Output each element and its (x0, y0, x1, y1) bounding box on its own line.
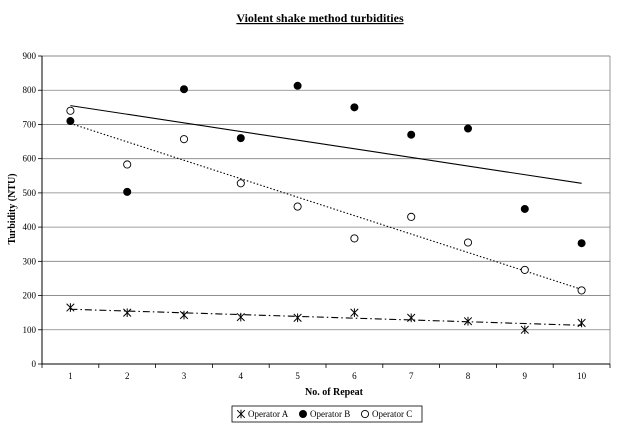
y-tick-label: 600 (23, 154, 37, 164)
data-point-operator-b (350, 103, 359, 112)
data-point-operator-a (407, 313, 416, 323)
legend-label-operator-b: Operator B (310, 409, 350, 419)
data-point-operator-c (407, 212, 416, 221)
legend-marker-operator-b (298, 409, 307, 418)
data-points (66, 81, 586, 335)
data-point-operator-a (236, 312, 245, 322)
data-point-operator-a (123, 308, 132, 317)
data-point-operator-c (293, 202, 302, 211)
data-point-operator-a (293, 313, 302, 323)
x-tick-label: 7 (409, 371, 414, 381)
x-tick-label: 1 (68, 371, 73, 381)
legend-label-operator-c: Operator C (372, 409, 412, 419)
legend: Operator A Operator B Operator C (231, 405, 423, 423)
data-point-operator-c (66, 106, 75, 115)
data-point-operator-a (350, 308, 359, 317)
x-tick-label: 9 (523, 371, 528, 381)
x-axis-label: No. of Repeat (305, 387, 364, 398)
data-point-operator-b (66, 117, 75, 126)
x-tick-label: 3 (182, 371, 187, 381)
y-tick-label: 900 (23, 51, 37, 61)
data-point-operator-a (520, 325, 529, 335)
legend-box (231, 405, 423, 423)
x-tick-label: 6 (352, 371, 357, 381)
data-point-operator-b (463, 124, 472, 133)
data-point-operator-b (520, 204, 529, 213)
data-point-operator-c (236, 179, 245, 188)
trendline-operator-a (70, 308, 582, 326)
y-tick-label: 800 (23, 85, 37, 95)
y-tick-label: 500 (23, 188, 37, 198)
x-tick-label: 2 (125, 371, 130, 381)
data-point-operator-c (520, 265, 529, 274)
axes: 0 100 200 300 400 500 600 700 800 900 1 2 3 4 5 6 7 8 9 10 (23, 51, 611, 381)
chart-title: Violent shake method turbidities (236, 11, 404, 25)
data-point-operator-b (407, 130, 416, 139)
y-tick-label: 0 (32, 359, 37, 369)
data-point-operator-a (179, 310, 189, 320)
data-point-operator-b (236, 134, 245, 143)
y-axis-label: Turbidity (NTU) (7, 173, 18, 244)
data-point-operator-b (179, 85, 188, 94)
y-tick-label: 300 (23, 256, 37, 266)
trendline-operator-b (70, 105, 582, 184)
y-tick-label: 200 (23, 291, 37, 301)
trendline-operator-c (70, 122, 582, 290)
x-tick-label: 4 (239, 371, 244, 381)
data-point-operator-c (463, 238, 473, 247)
legend-marker-operator-c (360, 409, 370, 419)
data-point-operator-b (577, 239, 586, 248)
data-point-operator-a (463, 316, 473, 326)
x-tick-label: 5 (295, 371, 300, 381)
data-point-operator-c (577, 286, 586, 295)
y-tick-label: 700 (23, 119, 37, 129)
data-point-operator-b (293, 81, 302, 90)
x-tick-label: 10 (577, 371, 587, 381)
data-point-operator-c (350, 234, 359, 243)
data-point-operator-a (66, 303, 75, 312)
legend-marker-operator-a (236, 409, 246, 419)
grid (42, 55, 611, 364)
x-tick-label: 8 (466, 371, 471, 381)
legend-label-operator-a: Operator A (248, 409, 289, 419)
data-point-operator-b (123, 187, 132, 196)
data-point-operator-c (179, 135, 189, 144)
trendlines (70, 105, 582, 326)
data-point-operator-a (577, 318, 586, 328)
data-point-operator-c (123, 160, 132, 169)
y-tick-label: 100 (23, 325, 37, 335)
y-tick-label: 400 (23, 222, 37, 232)
